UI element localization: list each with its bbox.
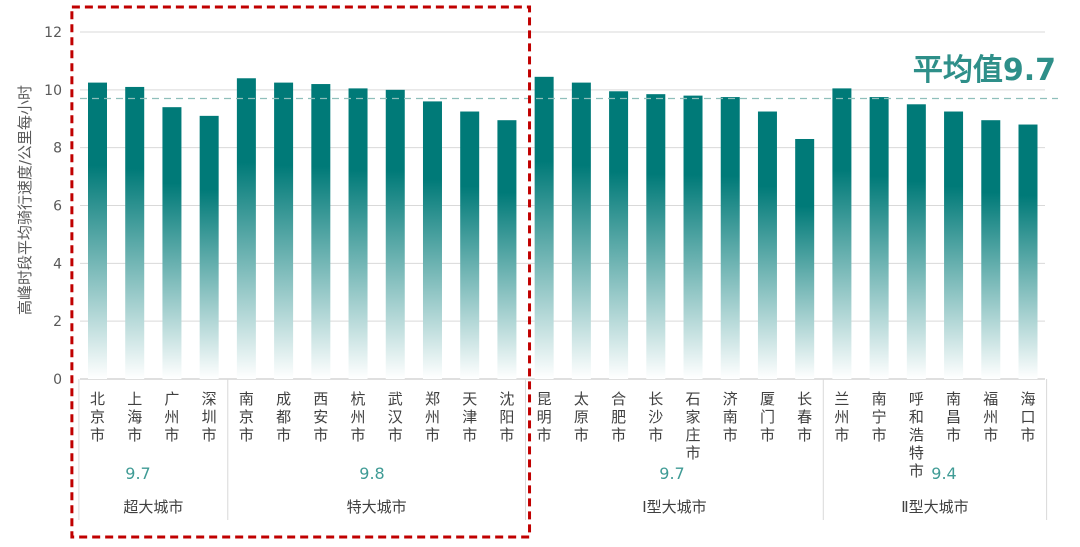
bar-兰州市 <box>832 88 852 379</box>
group-average: 9.4 <box>931 464 956 483</box>
category-label: 海口市 <box>1020 390 1035 444</box>
y-axis-label: 高峰时段平均骑行速度/公里每小时 <box>16 85 34 315</box>
category-label: 天津市 <box>462 390 477 444</box>
category-label: 太原市 <box>574 390 589 444</box>
group-name: 特大城市 <box>347 498 407 516</box>
category-label: 上海市 <box>127 390 142 444</box>
category-label: 广州市 <box>164 390 179 444</box>
category-labels: 北京市 上海市 广州市 深圳市 南京市 成都市 西安市 杭州市 武汉市 郑州市 天津市 沈阳市 昆明市 太… <box>90 390 1036 480</box>
category-label: 兰州市 <box>834 390 849 444</box>
group-name: 超大城市 <box>123 498 183 516</box>
bar-济南市 <box>720 97 740 379</box>
category-label: 石家庄市 <box>686 390 701 462</box>
group-name: Ⅰ型大城市 <box>642 498 706 516</box>
bar-西安市 <box>311 84 331 380</box>
group-average: 9.7 <box>659 464 684 483</box>
bar-太原市 <box>571 82 591 380</box>
y-tick-label: 6 <box>53 199 62 215</box>
y-axis: 0 2 4 6 8 10 12 <box>44 25 62 388</box>
category-label: 南昌市 <box>946 390 961 444</box>
category-label: 西安市 <box>313 390 328 444</box>
category-label: 深圳市 <box>202 390 217 444</box>
average-label: 平均值9.7 <box>913 53 1056 88</box>
category-label: 济南市 <box>723 390 738 444</box>
y-tick-label: 8 <box>53 141 62 157</box>
reference-line: 平均值9.7 <box>80 53 1058 100</box>
bar-北京市 <box>88 82 107 380</box>
bar-呼和浩特市 <box>906 104 926 380</box>
y-tick-label: 4 <box>53 256 62 272</box>
bar-福州市 <box>981 120 1001 379</box>
bar-合肥市 <box>609 91 629 379</box>
category-label: 长沙市 <box>648 390 663 444</box>
bar-海口市 <box>1018 124 1038 380</box>
category-label: 南宁市 <box>872 390 887 444</box>
category-label: 呼和浩特市 <box>909 390 924 480</box>
group-name: Ⅱ型大城市 <box>901 498 968 516</box>
category-label: 武汉市 <box>388 390 403 444</box>
bar-南京市 <box>236 78 256 380</box>
bar-长春市 <box>795 138 815 379</box>
category-label: 南京市 <box>239 390 254 444</box>
y-tick-label: 0 <box>53 372 62 388</box>
category-label: 厦门市 <box>760 390 775 444</box>
bar-石家庄市 <box>683 95 703 379</box>
bar-成都市 <box>274 82 294 380</box>
bar-杭州市 <box>348 88 368 379</box>
category-label: 北京市 <box>90 390 105 444</box>
bar-上海市 <box>125 86 145 380</box>
category-label: 沈阳市 <box>499 390 514 444</box>
y-tick-label: 10 <box>44 83 62 99</box>
bar-沈阳市 <box>497 120 517 379</box>
group-labels: 9.7 超大城市 9.8 特大城市 9.7 Ⅰ型大城市 9.4 Ⅱ型大城市 <box>78 379 1048 520</box>
category-label: 成都市 <box>276 390 291 444</box>
group-average: 9.8 <box>359 464 384 483</box>
bar-南宁市 <box>869 97 889 379</box>
category-label: 合肥市 <box>611 390 626 444</box>
group-average: 9.7 <box>125 464 150 483</box>
category-label: 长春市 <box>797 390 812 444</box>
category-label: 昆明市 <box>537 390 552 444</box>
bar-武汉市 <box>385 89 405 379</box>
highlight-box <box>70 5 532 539</box>
y-tick-label: 2 <box>53 314 62 330</box>
bar-昆明市 <box>534 76 554 379</box>
y-tick-label: 12 <box>44 25 62 41</box>
bars <box>88 76 1038 380</box>
category-label: 福州市 <box>983 390 998 444</box>
category-label: 杭州市 <box>351 390 366 444</box>
category-label: 郑州市 <box>425 390 440 444</box>
bar-广州市 <box>162 107 182 379</box>
bar-郑州市 <box>422 101 442 380</box>
bar-天津市 <box>460 111 480 379</box>
highlight-box-outline <box>70 5 532 539</box>
bar-长沙市 <box>646 94 666 379</box>
bar-南昌市 <box>944 111 964 379</box>
bar-厦门市 <box>757 111 777 379</box>
bar-深圳市 <box>199 115 219 379</box>
gridlines <box>80 31 1045 380</box>
